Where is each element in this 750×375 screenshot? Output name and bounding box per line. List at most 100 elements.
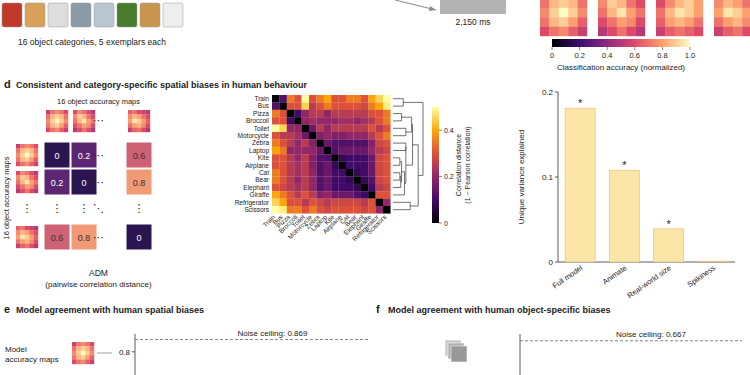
accuracy-cell [25,180,30,185]
heatmap-cell [353,95,361,103]
row-label: Train [254,95,269,102]
accuracy-cell [25,226,30,231]
heatmap-cell [294,110,302,118]
accuracy-cell [578,27,588,37]
accuracy-cell [29,184,34,189]
accuracy-cell [540,17,550,27]
heatmap-cell [383,147,391,155]
accuracy-cell [568,8,578,18]
heatmap-cell [324,199,332,207]
heatmap-cell [287,169,295,177]
heatmap-cell [353,169,361,177]
accuracy-cell [723,0,733,8]
accuracy-cell [559,27,569,37]
accuracy-cell [723,17,733,27]
caption: (pairwise correlation distance) [45,280,152,289]
heatmap-cell [294,102,302,110]
accuracy-cell [46,114,51,119]
dendrogram-link [393,99,403,106]
accuracy-cell [540,27,550,37]
row-label: Zebra [252,139,269,146]
accuracy-cell [25,230,30,235]
accuracy-cell [72,342,77,347]
heatmap-cell [309,125,317,133]
heatmap-cell [368,125,376,133]
accuracy-cell [626,0,636,8]
accuracy-cell [91,128,96,133]
accuracy-cell [16,226,21,231]
label: Model [5,345,27,354]
heatmap-cell [316,184,324,192]
accuracy-cell [636,8,646,18]
heatmap-cell [294,132,302,140]
accuracy-cell [714,17,724,27]
heatmap-cell [316,162,324,170]
heatmap-cell [324,139,332,147]
heatmap-cell [279,139,287,147]
heatmap-cell [376,117,384,125]
heatmap-cell [316,169,324,177]
accuracy-cell [16,244,21,249]
dendrogram-link [400,162,402,182]
accuracy-cell [29,239,34,244]
heatmap-cell [346,184,354,192]
heatmap-cell [302,206,310,214]
tick [552,47,553,50]
accuracy-cell [665,17,675,27]
accuracy-cell [86,110,91,115]
ellipsis: ⋯ [93,114,104,126]
heatmap-cell [316,147,324,155]
accuracy-cell [29,153,34,158]
colorbar [432,107,439,223]
accuracy-cell [55,114,60,119]
heatmap-cell [353,191,361,199]
heatmap-cell [383,154,391,162]
accuracy-cell [607,8,617,18]
tick-label: 0 [444,220,448,227]
heatmap-cell [361,206,369,214]
accuracy-cell [20,162,25,167]
heatmap-cell [383,102,391,110]
accuracy-cell [607,0,617,8]
heatmap-cell [287,139,295,147]
heatmap-cell [272,169,280,177]
heatmap-cell [279,132,287,140]
tick-label: 0.1 [542,173,554,182]
accuracy-cell [34,180,39,185]
accuracy-cell [90,346,95,351]
accuracy-cell [34,226,39,231]
heatmap-cell [279,206,287,214]
heatmap-cell [346,147,354,155]
stimulus-icon [25,3,45,27]
accuracy-cell [20,244,25,249]
heatmap-cell [294,206,302,214]
accuracy-cell [77,114,82,119]
tick [555,262,558,263]
heatmap-cell [339,95,347,103]
accuracy-cell [50,114,55,119]
accuracy-cell [742,8,750,18]
accuracy-cell [81,342,86,347]
accuracy-cell [46,128,51,133]
row-label: Broccoli [246,117,269,124]
heatmap-cell [279,125,287,133]
accuracy-cell [132,119,137,124]
heatmap-cell [353,154,361,162]
accuracy-cell [16,189,21,194]
accuracy-cell [549,0,559,8]
heatmap-cell [361,125,369,133]
heatmap-cell [383,132,391,140]
heatmap-cell [294,169,302,177]
accuracy-cell [90,342,95,347]
accuracy-cell [568,17,578,27]
accuracy-cell [59,119,64,124]
accuracy-cell [141,110,146,115]
accuracy-cell [540,0,550,8]
heatmap-cell [316,154,324,162]
heatmap-cell [309,191,317,199]
heatmap-cell [376,169,384,177]
accuracy-cell [137,119,142,124]
dendrogram-link [393,172,404,195]
accuracy-cell [578,17,588,27]
cell-value: 0.2 [51,178,64,188]
